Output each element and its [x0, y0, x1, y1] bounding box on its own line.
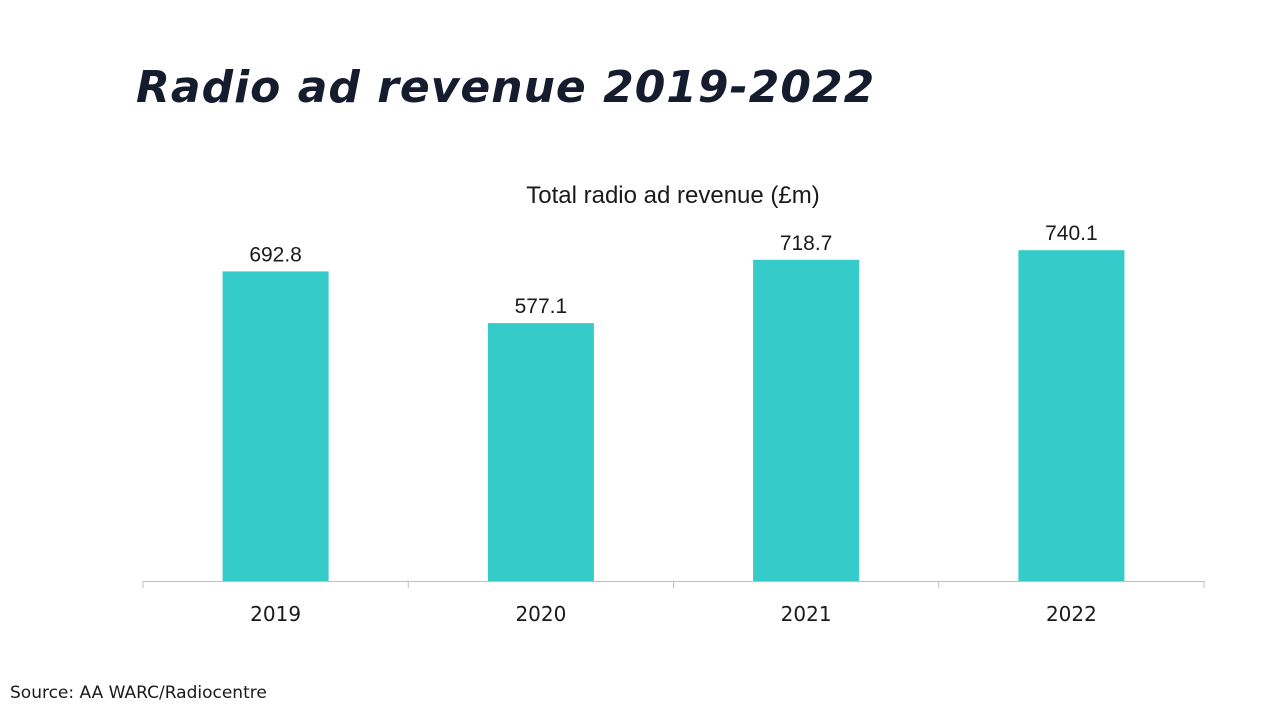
- category-labels-group: 2019 2020 2021 2022: [250, 602, 1097, 626]
- value-labels-group: 692.8 577.1 718.7 740.1: [249, 222, 1097, 318]
- source-note: Source: AA WARC/Radiocentre: [10, 683, 267, 703]
- category-label-2021: 2021: [781, 602, 832, 626]
- chart-title: Total radio ad revenue (£m): [526, 182, 820, 209]
- x-axis: [142, 581, 1205, 588]
- category-label-2019: 2019: [250, 602, 301, 626]
- bar-2020: [487, 323, 594, 581]
- page-headline: Radio ad revenue 2019-2022: [136, 62, 876, 113]
- category-label-2020: 2020: [515, 602, 566, 626]
- value-label-2022: 740.1: [1045, 222, 1098, 245]
- bar-2019: [222, 271, 329, 581]
- bar-2021: [753, 259, 860, 581]
- value-label-2020: 577.1: [515, 295, 568, 318]
- value-label-2019: 692.8: [249, 243, 302, 266]
- value-label-2021: 718.7: [780, 232, 833, 255]
- category-label-2022: 2022: [1046, 602, 1097, 626]
- bars-group: [222, 250, 1125, 581]
- bar-2022: [1018, 250, 1125, 581]
